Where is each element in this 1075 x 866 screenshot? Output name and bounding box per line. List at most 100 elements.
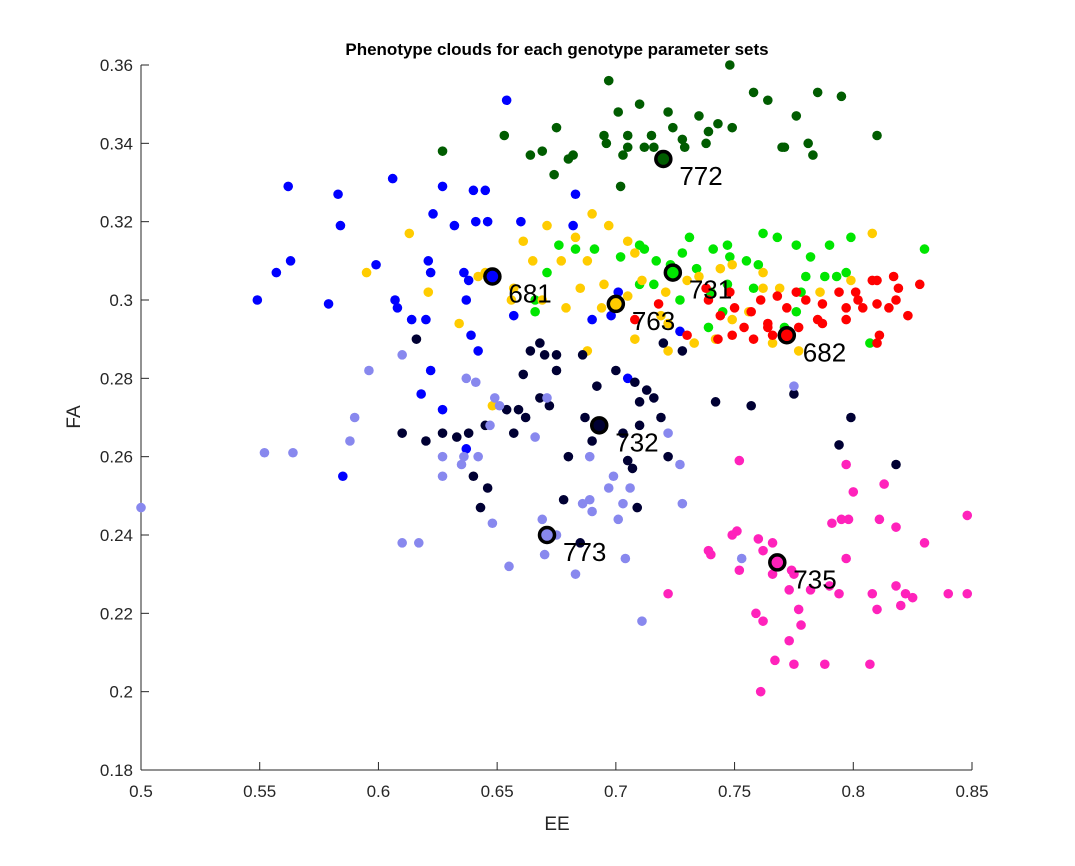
x-tick-label: 0.75	[718, 782, 751, 801]
data-point	[425, 267, 436, 278]
data-point	[962, 510, 973, 521]
data-point	[919, 244, 930, 254]
data-point	[371, 259, 381, 270]
data-point	[577, 350, 588, 360]
data-point	[808, 150, 818, 160]
data-point	[663, 318, 673, 329]
data-point	[649, 142, 659, 153]
data-point	[758, 545, 768, 556]
data-point	[701, 138, 711, 149]
data-point	[791, 111, 802, 121]
data-point	[437, 428, 448, 438]
data-point	[535, 338, 545, 348]
data-point	[575, 538, 586, 548]
data-point	[715, 263, 726, 274]
data-point	[722, 240, 733, 250]
data-point	[703, 295, 714, 305]
data-point	[556, 256, 567, 266]
data-point	[819, 271, 830, 282]
data-point	[539, 549, 550, 560]
data-point	[335, 220, 346, 231]
data-point	[468, 471, 479, 482]
point-cloud	[437, 60, 882, 192]
data-point	[622, 130, 633, 141]
data-point	[580, 412, 590, 423]
y-tick-label: 0.2	[109, 683, 133, 702]
data-point	[663, 451, 673, 462]
data-point	[627, 463, 638, 474]
data-point	[774, 283, 785, 294]
data-point	[539, 350, 550, 360]
data-point	[755, 295, 766, 305]
data-point	[725, 60, 735, 70]
data-point	[872, 130, 882, 141]
data-point	[772, 232, 783, 243]
data-point	[791, 306, 802, 317]
point-annotation: 763	[632, 306, 675, 336]
data-point	[713, 334, 723, 344]
data-point	[470, 377, 481, 388]
data-point	[537, 295, 548, 305]
y-tick-label: 0.3	[109, 291, 133, 310]
data-point	[850, 287, 861, 297]
data-point	[285, 256, 296, 266]
data-point	[634, 99, 645, 109]
data-point	[677, 498, 688, 509]
data-point	[819, 659, 830, 670]
data-point	[620, 553, 631, 564]
data-point	[136, 502, 146, 513]
data-point	[468, 185, 479, 196]
data-point	[663, 346, 673, 356]
data-point	[259, 447, 270, 458]
data-point	[841, 314, 851, 325]
data-point	[630, 314, 640, 325]
data-point	[527, 256, 538, 266]
data-point	[461, 373, 472, 384]
data-point	[846, 412, 856, 423]
highlighted-point	[606, 294, 626, 314]
point-cloud	[530, 228, 930, 348]
data-point	[767, 538, 778, 548]
data-point	[758, 283, 768, 294]
data-point	[506, 295, 517, 305]
data-point	[611, 365, 621, 376]
data-point	[551, 365, 562, 376]
y-tick-label: 0.22	[100, 604, 133, 623]
data-point	[252, 295, 263, 305]
data-point	[271, 267, 282, 278]
data-point	[741, 256, 752, 266]
data-point	[587, 209, 597, 219]
data-point	[613, 107, 624, 117]
data-point	[618, 150, 628, 160]
data-point	[392, 303, 403, 313]
data-point	[748, 87, 759, 98]
y-tick-label: 0.34	[100, 134, 133, 153]
data-point	[865, 338, 875, 348]
data-point	[622, 373, 633, 384]
data-point	[782, 303, 792, 313]
data-point	[625, 483, 635, 493]
data-point	[622, 291, 633, 301]
data-point	[575, 283, 586, 294]
data-point	[815, 287, 825, 297]
data-point	[706, 549, 716, 560]
point-annotation: 773	[563, 537, 606, 567]
data-point	[475, 502, 486, 513]
data-point	[482, 216, 493, 227]
data-point	[513, 404, 524, 415]
data-point	[791, 240, 802, 250]
chart-title: Phenotype clouds for each genotype param…	[345, 40, 768, 59]
data-point	[891, 581, 901, 591]
data-point	[801, 295, 811, 305]
data-point	[494, 400, 505, 411]
data-point	[530, 295, 540, 305]
data-point	[763, 95, 773, 106]
data-point	[649, 393, 659, 403]
data-point	[793, 346, 804, 356]
y-tick-label: 0.36	[100, 56, 133, 75]
data-point	[734, 565, 745, 576]
data-point	[349, 412, 360, 423]
highlighted-points: 772 681 731 763 682 732 773 735	[483, 149, 846, 594]
